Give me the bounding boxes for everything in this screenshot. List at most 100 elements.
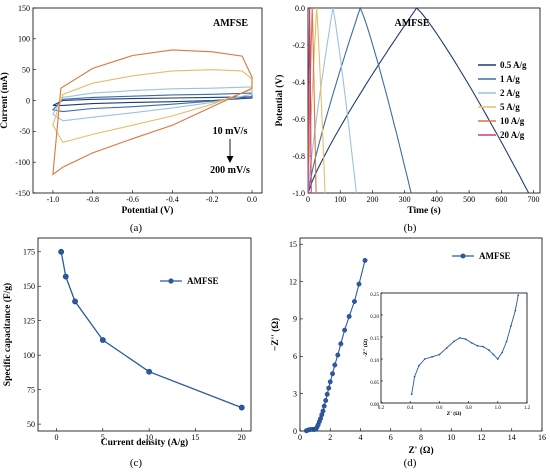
caption-d: (d) xyxy=(404,457,417,469)
scan-rate-high-label: 200 mV/s xyxy=(210,165,250,176)
panel-a-label: AMFSE xyxy=(213,18,248,29)
x-tick-label: 0.8 xyxy=(465,406,472,411)
y-tick-label: 0.15 xyxy=(370,337,379,342)
x-tick-label: 5 xyxy=(101,433,105,442)
x-tick-label: 0.2 xyxy=(378,406,385,411)
inset-point xyxy=(410,393,413,396)
y-tick-label: -0.2 xyxy=(292,41,305,50)
x-tick-label: 1.0 xyxy=(495,406,502,411)
inset-plot: 0.2 0.4 0.6 0.8 1.0 1.2 0.00 0.05 0.10 0.15 0.20 0.… xyxy=(361,287,533,417)
inset-point xyxy=(496,358,499,360)
inset-y-label: -Z'' (Ω) xyxy=(362,339,369,357)
y-tick-label: 100 xyxy=(23,351,35,360)
arrowhead-icon xyxy=(226,156,234,163)
data-point xyxy=(332,362,338,368)
inset-point xyxy=(458,336,461,339)
x-tick-label: 14 xyxy=(508,433,516,442)
y-tick-label: 9 xyxy=(293,315,297,324)
y-tick-label: 0 xyxy=(26,96,30,105)
capacitance-line xyxy=(60,251,242,409)
scan-rate-low-label: 10 mV/s xyxy=(213,126,248,137)
data-point xyxy=(356,281,362,287)
x-axis-label: Time (s) xyxy=(407,205,440,216)
panel-b-label: AMFSE xyxy=(395,18,430,29)
data-point xyxy=(327,379,333,385)
y-axis-label: −Z'' (Ω) xyxy=(270,318,281,351)
y-tick-label: 0.10 xyxy=(370,359,379,364)
data-point xyxy=(326,385,332,391)
inset-point xyxy=(418,364,420,367)
inset-point xyxy=(423,358,426,360)
plot-frame xyxy=(380,292,528,404)
data-point xyxy=(72,298,78,305)
x-tick-label: 12 xyxy=(478,433,486,442)
inset-point xyxy=(438,353,441,356)
gcd-curve xyxy=(307,7,312,194)
caption-a: (a) xyxy=(130,222,143,234)
x-tick-label: 100 xyxy=(334,195,346,204)
x-tick-label: 0 xyxy=(306,195,310,204)
y-tick-label: -0.4 xyxy=(292,78,305,87)
nyquist-line xyxy=(306,260,366,432)
panel-c: 0 5 10 15 20 50 75 100 125 150 175 AMFSE Current den… xyxy=(2,237,252,448)
cv-curve xyxy=(51,92,253,113)
x-tick-label: 4 xyxy=(359,433,363,442)
data-point xyxy=(362,257,368,263)
gcd-curve xyxy=(307,6,412,194)
data-point xyxy=(352,299,357,304)
y-tick-label: -0.8 xyxy=(292,152,305,161)
y-axis-label: Current (mA) xyxy=(0,72,10,129)
y-axis-label: Potential (V) xyxy=(274,75,285,127)
data-point xyxy=(346,313,352,319)
data-point xyxy=(321,403,327,409)
x-tick-label: 200 xyxy=(366,195,378,204)
y-tick-label: 175 xyxy=(23,248,35,257)
inset-point xyxy=(431,355,433,358)
y-tick-label: 100 xyxy=(18,35,30,44)
x-tick-label: -1.0 xyxy=(47,195,60,204)
x-tick-label: 6 xyxy=(389,433,393,442)
x-tick-label: 15 xyxy=(191,433,199,442)
gcd-curve xyxy=(307,7,357,194)
x-tick-label: 0.0 xyxy=(247,195,257,204)
y-tick-label: -100 xyxy=(15,158,30,167)
x-tick-label: 16 xyxy=(538,433,546,442)
data-point xyxy=(342,327,348,333)
y-tick-label: 150 xyxy=(18,4,30,13)
legend-label: 1 A/g xyxy=(500,74,520,84)
x-tick-label: -0.2 xyxy=(206,195,219,204)
y-tick-label: -150 xyxy=(15,189,30,198)
caption-b: (b) xyxy=(404,222,417,234)
x-tick-label: 0 xyxy=(298,433,302,442)
plot-frame xyxy=(307,7,541,194)
inset-point xyxy=(470,341,473,344)
y-tick-label: 50 xyxy=(22,65,30,74)
legend-label: 2 A/g xyxy=(500,88,520,98)
y-tick-label: 0.0 xyxy=(295,4,305,13)
data-point xyxy=(324,391,330,397)
y-tick-label: 6 xyxy=(293,352,297,361)
panel-b: 0 100 200 300 400 500 600 700 -1.0 -0.8 -0.6 -0.4 -0… xyxy=(274,4,541,216)
legend-marker xyxy=(168,278,174,284)
y-tick-label: 3 xyxy=(293,389,297,398)
data-point xyxy=(58,248,65,255)
y-tick-label: 12 xyxy=(289,277,297,286)
inset-point xyxy=(517,294,520,297)
data-point xyxy=(146,368,153,375)
data-point xyxy=(99,337,106,343)
inset-point xyxy=(514,309,517,312)
y-tick-label: -0.6 xyxy=(292,115,305,124)
x-axis-label: Current density (A/g) xyxy=(101,437,188,448)
x-axis-label: Potential (V) xyxy=(122,205,174,216)
y-tick-label: 0.20 xyxy=(370,315,379,320)
inset-x-label: Z' (Ω) xyxy=(447,410,462,417)
data-point xyxy=(320,408,326,414)
x-tick-label: -0.6 xyxy=(126,195,139,204)
inset-point xyxy=(413,375,416,378)
data-point xyxy=(323,398,329,403)
y-tick-label: -50 xyxy=(19,127,30,136)
x-tick-label: 1.2 xyxy=(524,406,531,411)
legend-label: 10 A/g xyxy=(500,116,525,126)
legend-label: AMFSE xyxy=(187,276,219,286)
